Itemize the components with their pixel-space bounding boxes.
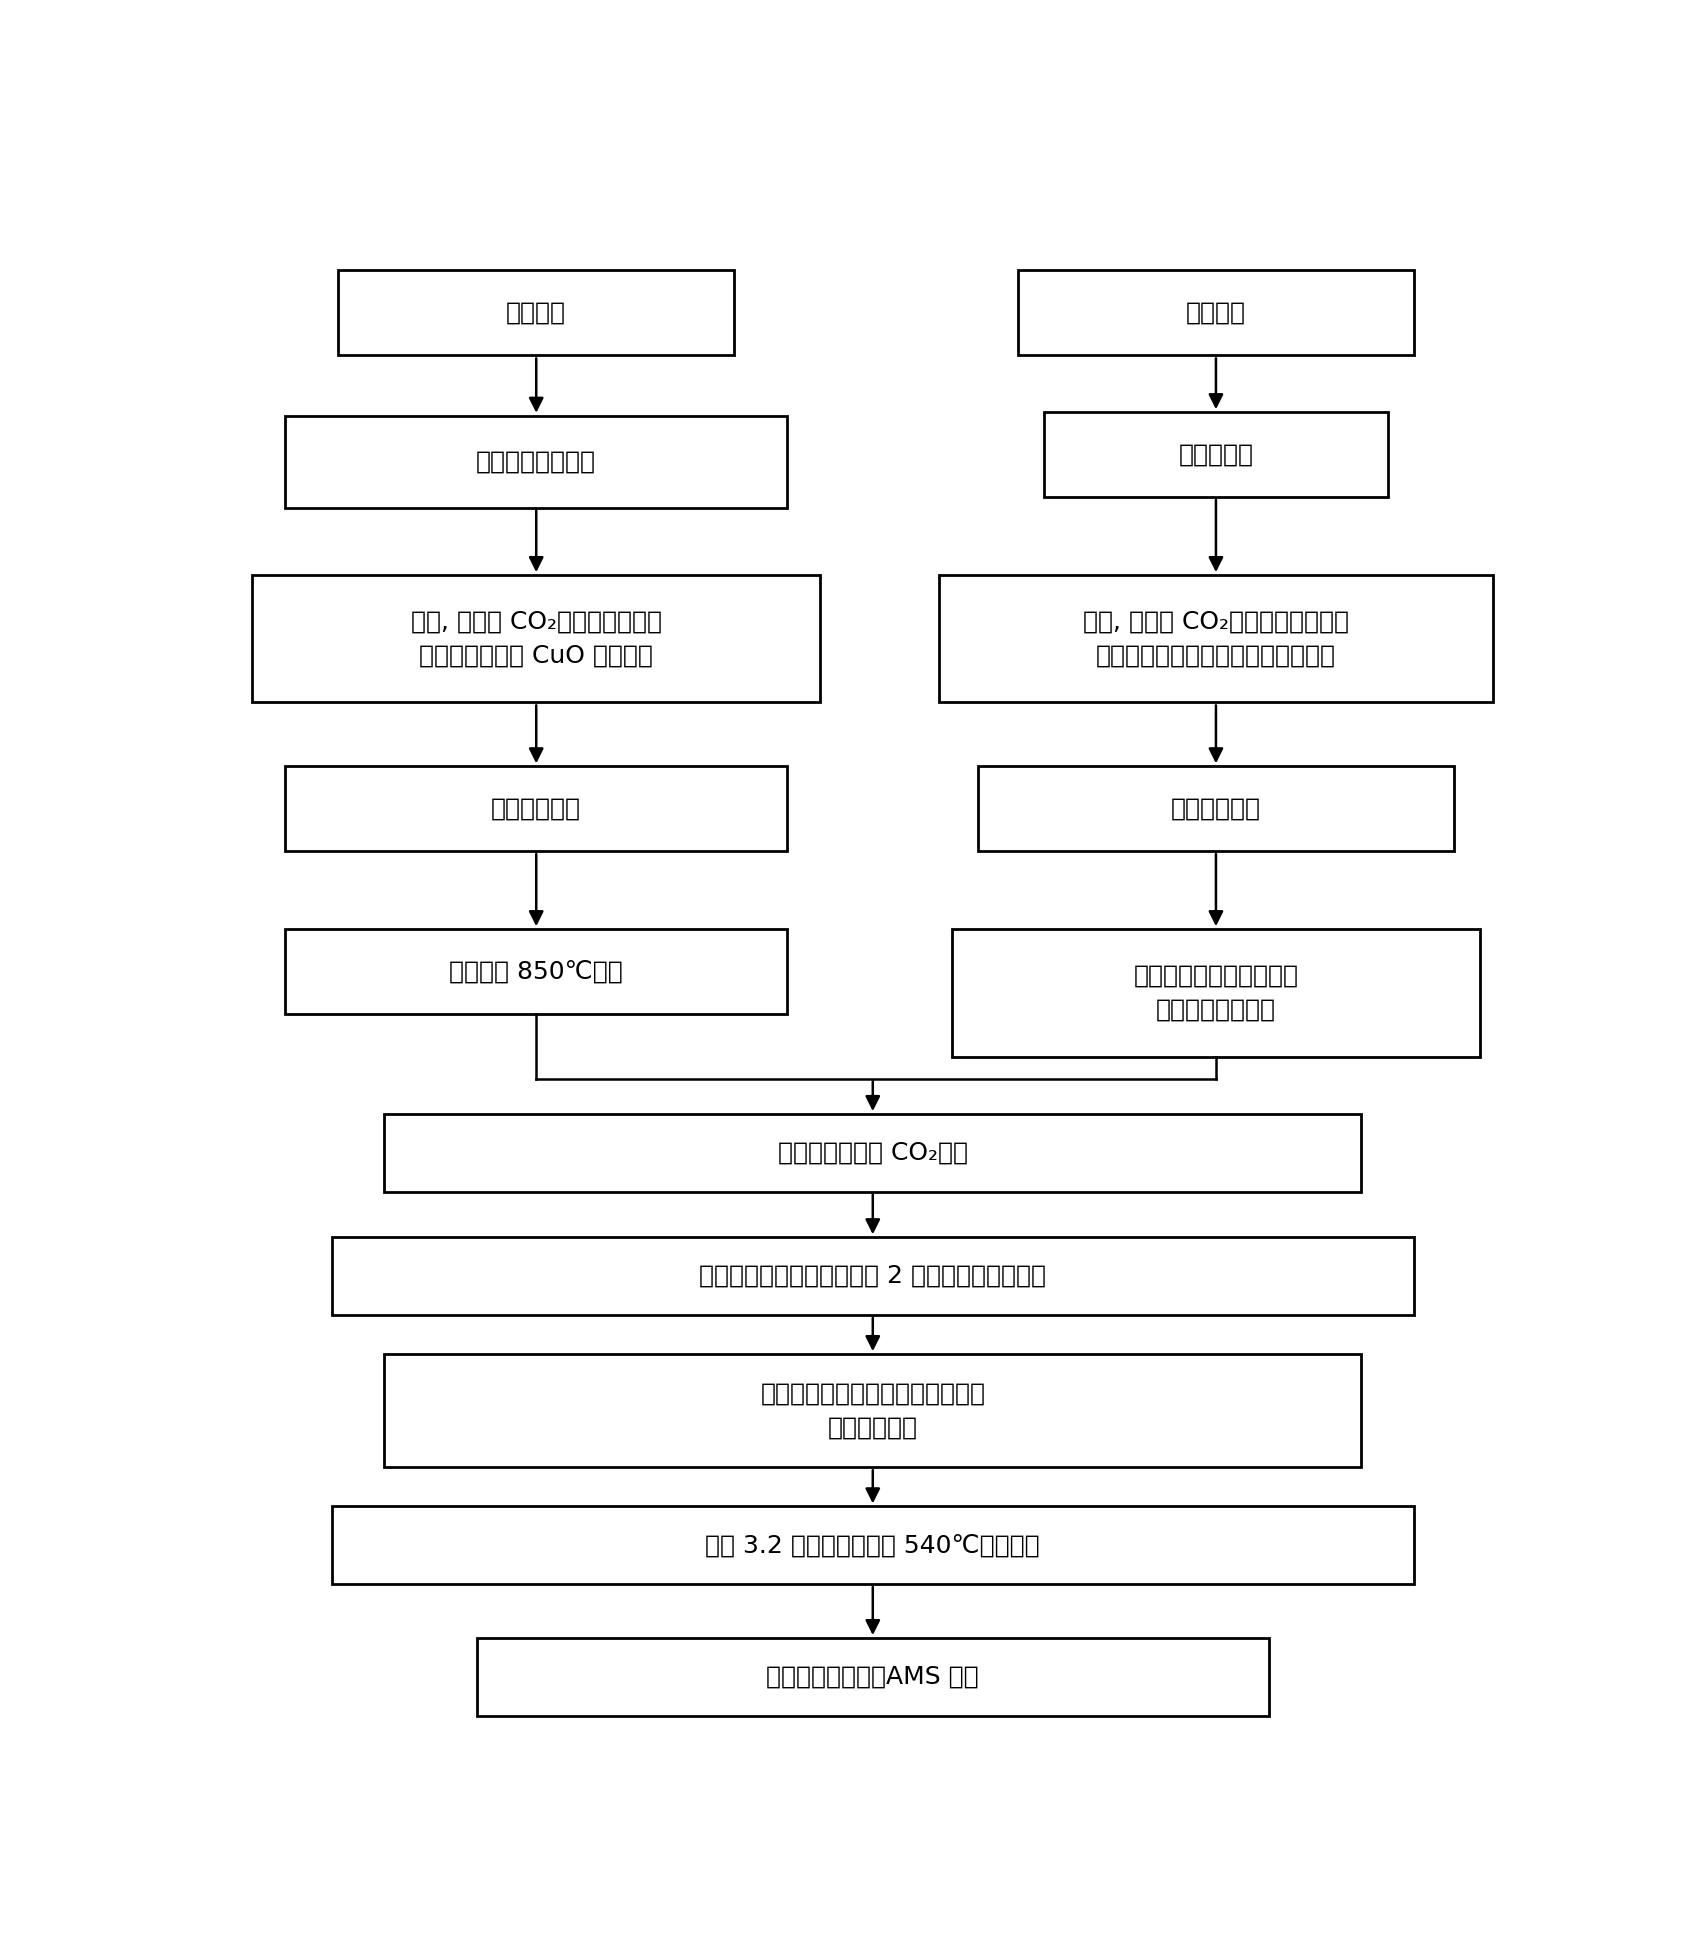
Text: 化学前处理: 化学前处理	[1178, 443, 1253, 466]
Text: 马弗炉中 850℃燃烧: 马弗炉中 850℃燃烧	[450, 960, 623, 983]
Bar	[332, 1238, 1413, 1314]
Bar	[252, 576, 819, 703]
Bar	[1018, 270, 1413, 355]
Bar	[286, 415, 787, 507]
Bar	[477, 1638, 1269, 1716]
Text: 称量, 送样至 CO₂生成与纯化反应器
的石英管，再放入装有磷酸的小玻璃: 称量, 送样至 CO₂生成与纯化反应器 的石英管，再放入装有磷酸的小玻璃	[1083, 609, 1349, 668]
Bar	[979, 766, 1454, 852]
Bar	[952, 929, 1480, 1056]
Text: 无机样品: 无机样品	[1185, 302, 1247, 325]
Text: 将贮气瓶转移到合成石墨反应器，
进行石墨制样: 将贮气瓶转移到合成石墨反应器， 进行石墨制样	[760, 1381, 986, 1440]
Bar	[385, 1115, 1361, 1191]
Text: 称量, 送样至 CO₂生成与纯化反应
器的石英管加入 CuO 和除硫剂: 称量, 送样至 CO₂生成与纯化反应 器的石英管加入 CuO 和除硫剂	[410, 609, 662, 668]
Bar	[1044, 411, 1388, 498]
Bar	[339, 270, 734, 355]
Text: 在石英管与贮气瓶之间纯化 2 次，收集在贮气瓶中: 在石英管与贮气瓶之间纯化 2 次，收集在贮气瓶中	[700, 1264, 1046, 1289]
Bar	[938, 576, 1494, 703]
Text: 收集石墨，压靶，AMS 测年: 收集石墨，压靶，AMS 测年	[766, 1665, 979, 1689]
Text: 抽真空、封管: 抽真空、封管	[490, 797, 581, 821]
Bar	[286, 929, 787, 1015]
Bar	[385, 1354, 1361, 1467]
Text: 有机样品: 有机样品	[506, 302, 565, 325]
Text: 再次断管，转移 CO₂气体: 再次断管，转移 CO₂气体	[778, 1140, 967, 1166]
Text: 加入 3.2 倍体积氢气，于 540℃进行反应: 加入 3.2 倍体积氢气，于 540℃进行反应	[705, 1534, 1041, 1557]
Bar	[332, 1506, 1413, 1585]
Text: 酸碱酸化学前处理: 酸碱酸化学前处理	[477, 451, 596, 474]
Text: 石英管倒置，使磷酸与无
机碳酸盐充分反应: 石英管倒置，使磷酸与无 机碳酸盐充分反应	[1134, 964, 1298, 1021]
Text: 抽真空、封管: 抽真空、封管	[1172, 797, 1260, 821]
Bar	[286, 766, 787, 852]
